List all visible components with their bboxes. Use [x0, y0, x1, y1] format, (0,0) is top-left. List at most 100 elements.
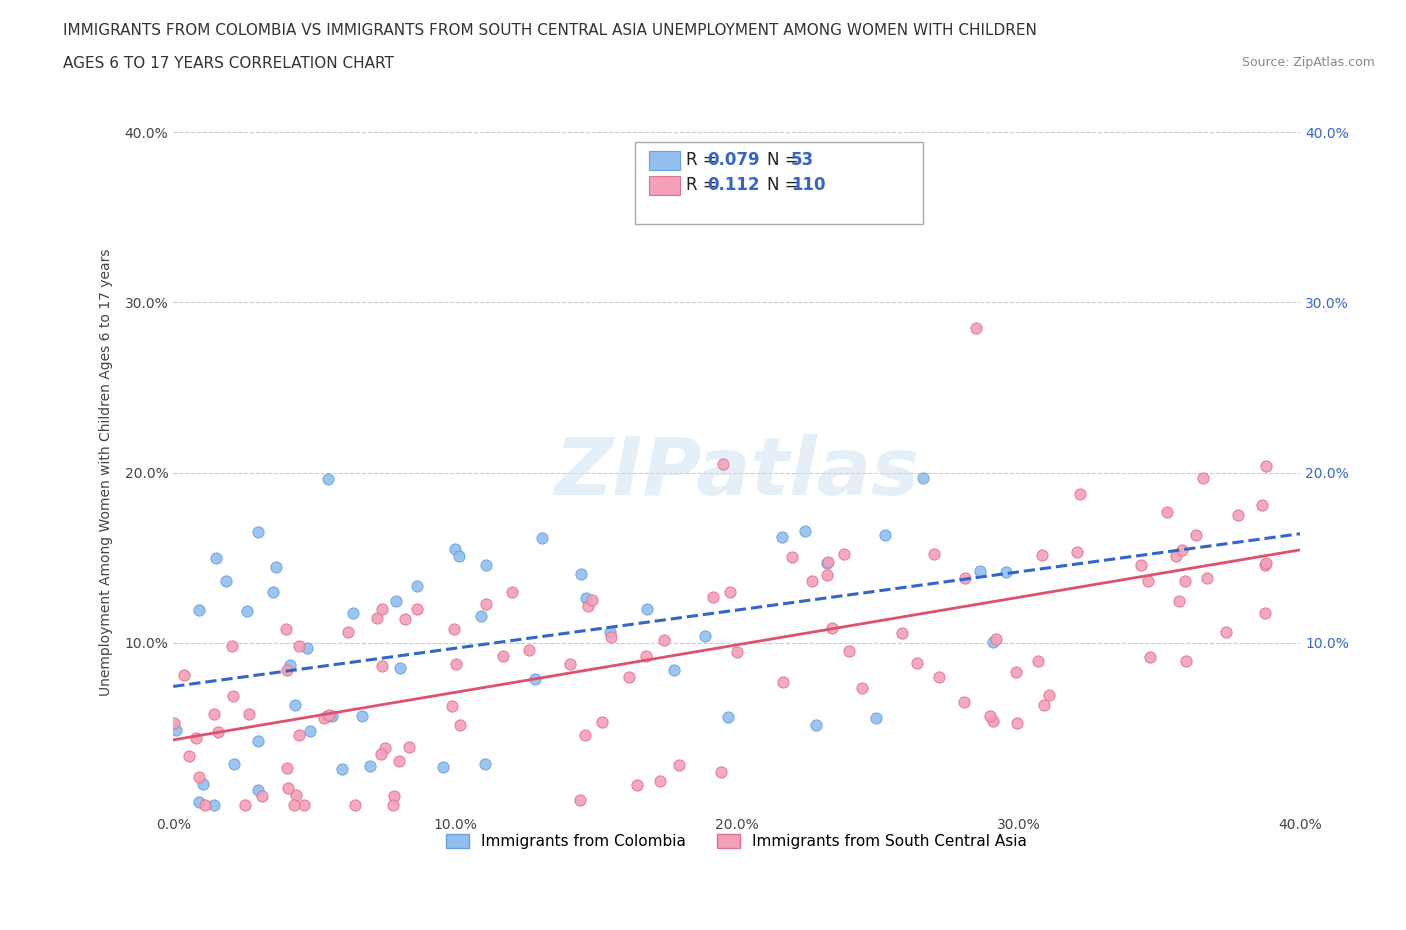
Point	[794, 524, 817, 538]
Point	[626, 777, 648, 792]
FancyBboxPatch shape	[648, 176, 681, 194]
Point	[1191, 471, 1213, 485]
Point	[711, 457, 734, 472]
Point	[444, 657, 467, 671]
Point	[222, 688, 245, 703]
Point	[648, 774, 671, 789]
Point	[470, 609, 492, 624]
Point	[321, 709, 343, 724]
Point	[815, 556, 838, 571]
Point	[969, 564, 991, 578]
Point	[924, 547, 946, 562]
Point	[262, 585, 284, 600]
Point	[1197, 571, 1219, 586]
Point	[599, 630, 621, 644]
Point	[636, 649, 658, 664]
Point	[599, 625, 621, 640]
Point	[1032, 698, 1054, 712]
Point	[979, 709, 1001, 724]
Point	[1130, 558, 1153, 573]
Point	[575, 591, 598, 605]
Point	[952, 695, 974, 710]
Point	[475, 557, 498, 572]
Point	[371, 659, 394, 674]
Point	[188, 794, 211, 809]
Point	[292, 797, 315, 812]
Point	[205, 551, 228, 565]
Point	[1066, 545, 1088, 560]
Point	[188, 770, 211, 785]
Point	[388, 753, 411, 768]
Point	[1174, 573, 1197, 588]
Point	[965, 321, 987, 336]
Text: AGES 6 TO 17 YEARS CORRELATION CHART: AGES 6 TO 17 YEARS CORRELATION CHART	[63, 56, 394, 71]
Point	[492, 648, 515, 663]
Point	[983, 714, 1005, 729]
Point	[173, 668, 195, 683]
Point	[1156, 504, 1178, 519]
Point	[981, 634, 1004, 649]
Point	[1139, 650, 1161, 665]
Point	[444, 542, 467, 557]
Point	[851, 681, 873, 696]
Point	[382, 789, 405, 804]
Point	[702, 590, 724, 604]
Point	[398, 739, 420, 754]
Point	[817, 554, 839, 569]
Point	[1164, 549, 1187, 564]
Point	[295, 641, 318, 656]
Point	[905, 656, 928, 671]
Point	[222, 756, 245, 771]
Point	[804, 717, 827, 732]
Point	[405, 602, 427, 617]
Point	[1005, 716, 1028, 731]
Point	[1026, 654, 1049, 669]
Point	[1215, 624, 1237, 639]
Point	[1171, 542, 1194, 557]
Point	[838, 644, 860, 658]
Point	[246, 782, 269, 797]
Point	[865, 711, 887, 725]
Point	[277, 780, 299, 795]
Point	[873, 527, 896, 542]
Text: 0.079: 0.079	[707, 151, 761, 169]
Point	[1256, 555, 1278, 570]
Point	[591, 714, 613, 729]
Point	[890, 626, 912, 641]
Point	[233, 797, 256, 812]
Point	[695, 629, 717, 644]
Point	[288, 727, 311, 742]
Text: 110: 110	[790, 176, 825, 194]
Point	[163, 716, 186, 731]
Point	[1251, 498, 1274, 512]
Point	[388, 660, 411, 675]
FancyBboxPatch shape	[636, 142, 922, 224]
Point	[953, 571, 976, 586]
Point	[252, 789, 274, 804]
Point	[394, 612, 416, 627]
Point	[474, 756, 496, 771]
Point	[1185, 527, 1208, 542]
Point	[359, 759, 381, 774]
Point	[266, 560, 288, 575]
Text: ZIPatlas: ZIPatlas	[554, 433, 920, 512]
Point	[1136, 574, 1159, 589]
Point	[574, 727, 596, 742]
Point	[318, 708, 340, 723]
Point	[215, 574, 238, 589]
Point	[801, 574, 824, 589]
Point	[1038, 687, 1060, 702]
Point	[236, 604, 259, 618]
Point	[187, 603, 209, 618]
Point	[221, 639, 243, 654]
Point	[636, 602, 658, 617]
Point	[165, 723, 187, 737]
Point	[780, 550, 803, 565]
Point	[370, 602, 392, 617]
Point	[314, 711, 336, 726]
Point	[617, 670, 640, 684]
Point	[530, 531, 553, 546]
Point	[449, 718, 471, 733]
Point	[1227, 508, 1250, 523]
Point	[288, 638, 311, 653]
